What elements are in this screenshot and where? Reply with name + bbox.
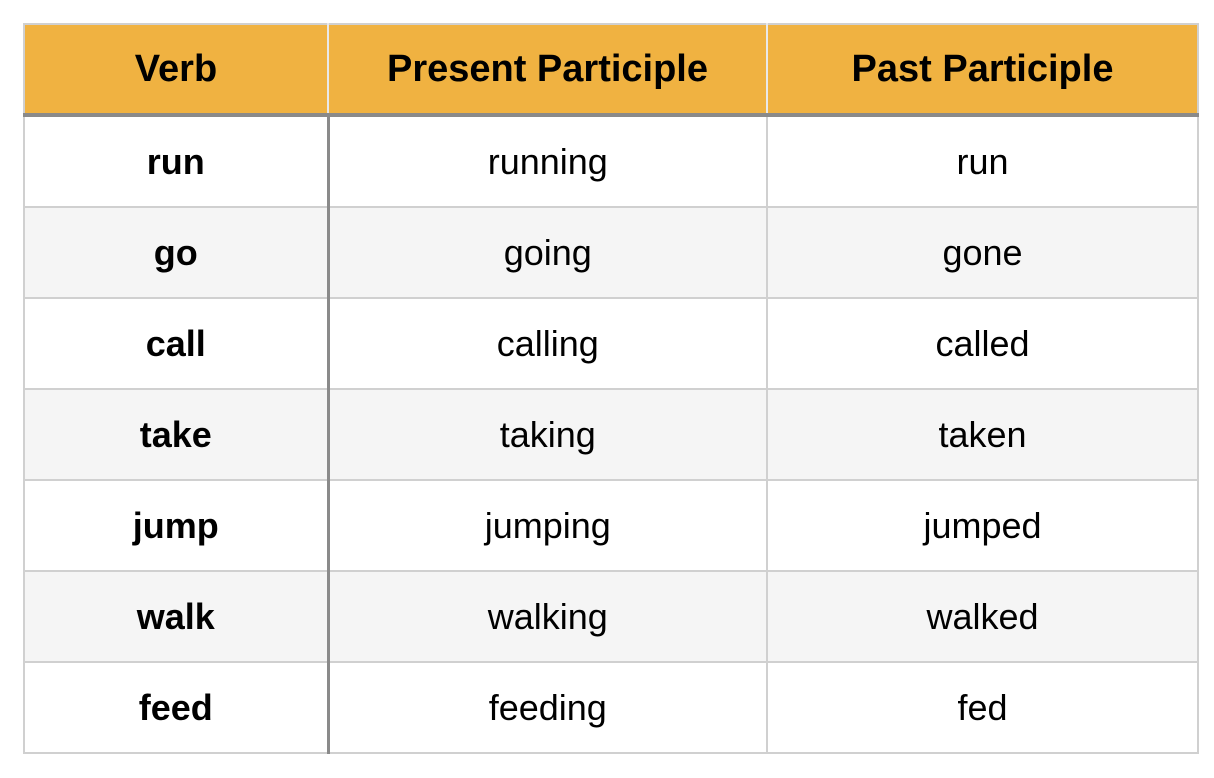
- table-row: call calling called: [23, 297, 1199, 390]
- header-verb: Verb: [23, 23, 329, 117]
- header-past-participle: Past Participle: [766, 23, 1199, 117]
- present-participle-cell: feeding: [327, 661, 768, 754]
- past-participle-cell: fed: [766, 661, 1199, 754]
- header-present-participle: Present Participle: [327, 23, 768, 117]
- table-row: walk walking walked: [23, 570, 1199, 663]
- present-participle-cell: walking: [327, 570, 768, 663]
- table-row: run running run: [23, 114, 1199, 208]
- verb-cell: feed: [23, 661, 330, 754]
- verb-cell: go: [23, 206, 330, 299]
- verb-cell: walk: [23, 570, 330, 663]
- past-participle-cell: run: [766, 114, 1199, 208]
- past-participle-cell: taken: [766, 388, 1199, 481]
- table-row: jump jumping jumped: [23, 479, 1199, 572]
- present-participle-cell: calling: [327, 297, 768, 390]
- past-participle-cell: jumped: [766, 479, 1199, 572]
- past-participle-cell: called: [766, 297, 1199, 390]
- table-header: Verb Present Participle Past Participle: [23, 23, 1199, 117]
- past-participle-cell: walked: [766, 570, 1199, 663]
- table-row: feed feeding fed: [23, 661, 1199, 754]
- verb-cell: call: [23, 297, 330, 390]
- verb-cell: jump: [23, 479, 330, 572]
- verb-cell: take: [23, 388, 330, 481]
- present-participle-cell: running: [327, 114, 768, 208]
- present-participle-cell: taking: [327, 388, 768, 481]
- table-body: run running run go going gone call calli…: [23, 114, 1199, 754]
- verb-cell: run: [23, 114, 330, 208]
- participles-table: Verb Present Participle Past Participle …: [23, 23, 1199, 754]
- header-row: Verb Present Participle Past Participle: [23, 23, 1199, 117]
- table-row: go going gone: [23, 206, 1199, 299]
- table-row: take taking taken: [23, 388, 1199, 481]
- past-participle-cell: gone: [766, 206, 1199, 299]
- present-participle-cell: jumping: [327, 479, 768, 572]
- present-participle-cell: going: [327, 206, 768, 299]
